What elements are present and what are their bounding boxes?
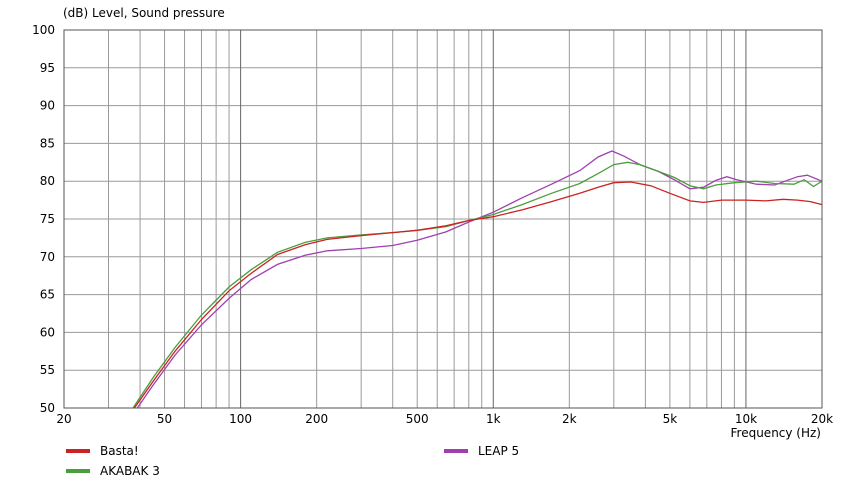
series-line-basta xyxy=(133,181,823,409)
plot-frame xyxy=(63,29,823,409)
y-tick-label: 90 xyxy=(40,99,55,113)
legend-label: LEAP 5 xyxy=(478,444,519,458)
x-tick-label: 1k xyxy=(486,412,501,426)
x-tick-label: 500 xyxy=(406,412,429,426)
y-tick-label: 75 xyxy=(40,212,55,226)
y-tick-label: 85 xyxy=(40,136,55,150)
y-tick-label: 100 xyxy=(32,23,55,37)
x-tick-label: 100 xyxy=(229,412,252,426)
y-tick-label: 60 xyxy=(40,325,55,339)
x-tick-label: 50 xyxy=(157,412,172,426)
y-tick-label: 80 xyxy=(40,174,55,188)
legend-swatch xyxy=(444,449,468,453)
x-tick-label: 200 xyxy=(305,412,328,426)
legend-label: Basta! xyxy=(100,444,139,458)
legend-swatch xyxy=(66,449,90,453)
legend-label: AKABAK 3 xyxy=(100,464,160,478)
y-tick-label: 95 xyxy=(40,61,55,75)
legend: Basta! AKABAK 3 LEAP 5 xyxy=(66,444,519,478)
y-tick-label: 50 xyxy=(40,401,55,415)
y-tick-label: 55 xyxy=(40,363,55,377)
series-line-leap-5 xyxy=(136,150,823,409)
x-tick-label: 20k xyxy=(811,412,833,426)
x-axis-label: Frequency (Hz) xyxy=(731,426,822,440)
x-tick-labels: 20 50 100 200 500 1k 2k 5k 10k 20k xyxy=(56,412,833,426)
x-tick-label: 20 xyxy=(56,412,71,426)
series-lines xyxy=(132,150,823,409)
series-line-akabak-3 xyxy=(132,161,823,409)
x-tick-label: 2k xyxy=(562,412,577,426)
y-tick-label: 65 xyxy=(40,288,55,302)
y-tick-labels: 50 55 60 65 70 75 80 85 90 95 100 xyxy=(32,23,55,415)
legend-swatch xyxy=(66,469,90,473)
x-tick-label: 5k xyxy=(663,412,678,426)
y-tick-label: 70 xyxy=(40,250,55,264)
y-axis-label: (dB) Level, Sound pressure xyxy=(63,6,225,20)
x-tick-label: 10k xyxy=(735,412,757,426)
